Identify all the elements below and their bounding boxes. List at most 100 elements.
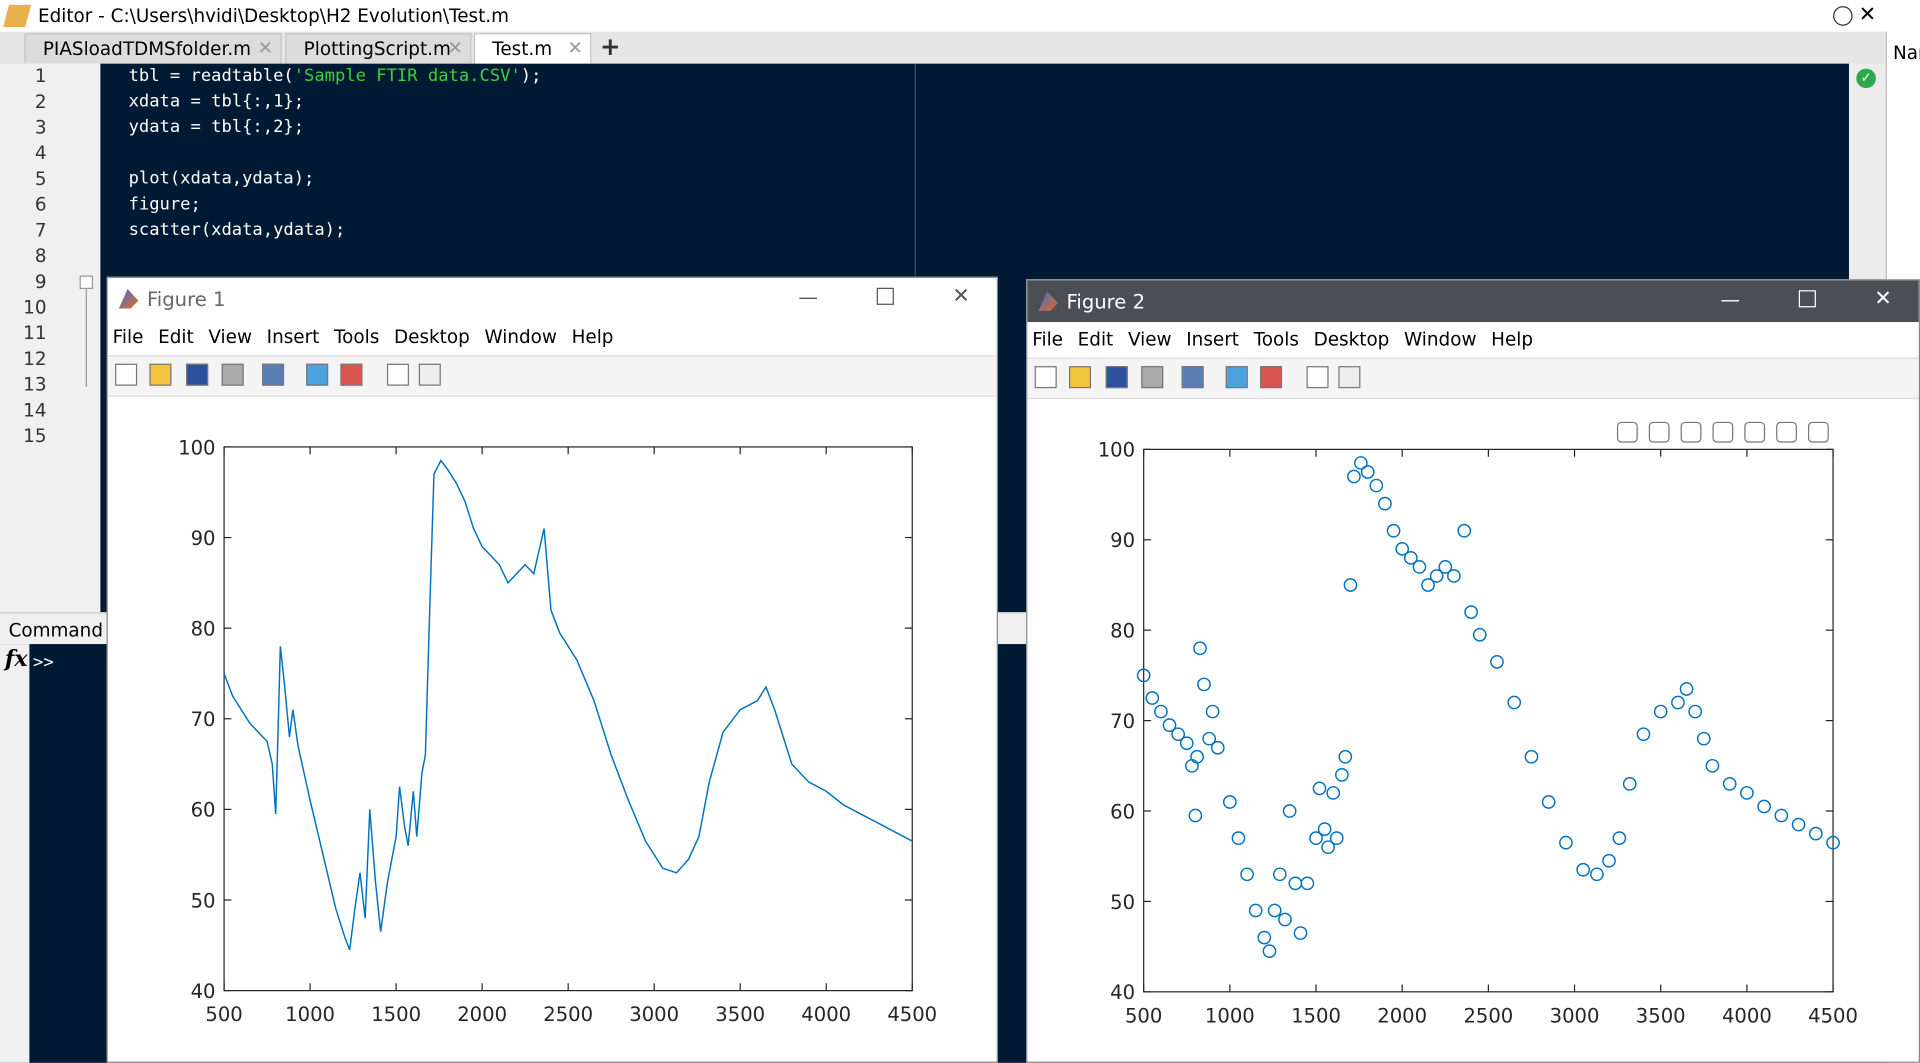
toolbar-button[interactable] (1105, 366, 1128, 389)
toolbar-button[interactable] (1141, 366, 1164, 389)
menu-item[interactable]: Help (571, 325, 614, 348)
data-point (1602, 853, 1616, 868)
data-point (1257, 930, 1272, 945)
y-tick-label: 60 (191, 799, 216, 822)
menu-item[interactable]: Insert (266, 325, 320, 348)
menu-item[interactable]: File (1032, 328, 1063, 351)
new-tab-button[interactable]: + (600, 31, 621, 62)
toolbar-button[interactable] (1306, 366, 1329, 389)
axes-toolbar-button (1744, 421, 1766, 443)
data-point (1326, 786, 1341, 800)
data-point (1722, 777, 1737, 791)
toolbar-button[interactable] (418, 363, 441, 386)
menu-item[interactable]: Window (484, 325, 557, 348)
toolbar-button[interactable] (340, 363, 363, 386)
close-button[interactable]: ✕ (952, 284, 970, 309)
command-window-tab: Command Window (0, 613, 107, 645)
toolbar-button[interactable] (1034, 366, 1057, 389)
data-point (1267, 903, 1282, 918)
line-number-gutter: 1 2 3 4 5 6 7 8 9 10 11 12 13 14 15 (0, 63, 101, 613)
data-point (1338, 749, 1353, 764)
tab[interactable]: PlottingScript.m ✕ (285, 33, 472, 64)
menu-item[interactable]: Window (1404, 328, 1477, 351)
menu-item[interactable]: Edit (158, 325, 194, 348)
toolbar-button[interactable] (386, 363, 409, 386)
toolbar-button[interactable] (1181, 366, 1204, 389)
fold-marker[interactable] (79, 275, 94, 289)
axes-box (223, 446, 913, 992)
x-tick-label: 3500 (715, 1003, 765, 1026)
menu-item[interactable]: Tools (334, 325, 380, 348)
line-number: 9 (34, 270, 47, 293)
axes-toolbar-button (1807, 421, 1829, 443)
tab-close[interactable]: ✕ (257, 36, 274, 59)
toolbar-button[interactable] (262, 363, 285, 386)
menu-item[interactable]: File (112, 325, 144, 348)
data-point (1282, 804, 1297, 818)
x-tick-label: 1000 (1205, 1004, 1255, 1027)
menu-item[interactable]: Desktop (1313, 328, 1390, 351)
data-point (1774, 808, 1789, 823)
minimize-button[interactable]: — (798, 285, 818, 309)
data-point (1272, 867, 1287, 882)
menu-item[interactable]: Desktop (393, 325, 470, 348)
menu-item[interactable]: View (208, 325, 252, 348)
workspace-column: Name (1893, 41, 1920, 64)
data-point (1309, 831, 1323, 846)
figure-title: Figure 1 (146, 287, 226, 312)
toolbar-button[interactable] (1225, 366, 1248, 389)
toolbar-button[interactable] (186, 363, 209, 386)
tab-bar: + PIASloadTDMSfolder.m ✕ PlottingScript.m ✕… (0, 31, 1886, 64)
menu-item[interactable]: Help (1491, 328, 1534, 351)
line-number: 15 (23, 424, 47, 447)
close-button[interactable]: ✕ (1874, 286, 1892, 312)
data-point (1300, 876, 1315, 891)
toolbar-button[interactable] (115, 363, 138, 386)
toolbar-button[interactable] (149, 363, 172, 386)
y-tick-label: 100 (178, 436, 215, 459)
toolbar-button[interactable] (1068, 366, 1092, 389)
menu-item[interactable]: Tools (1253, 328, 1299, 351)
maximize-button[interactable] (1798, 290, 1816, 308)
y-tick-label: 80 (191, 618, 216, 641)
toolbar-button[interactable] (1338, 366, 1361, 389)
toolbar-button[interactable] (221, 363, 244, 386)
menu-item[interactable]: View (1127, 328, 1172, 351)
menu-item[interactable]: Insert (1186, 328, 1239, 351)
line-number: 12 (23, 347, 47, 370)
data-point (1740, 786, 1754, 800)
maximize-button[interactable] (876, 287, 894, 305)
x-tick-label: 2500 (1463, 1004, 1513, 1027)
tab-close[interactable]: ✕ (567, 36, 583, 59)
data-point (1190, 749, 1204, 764)
menu-item[interactable]: Edit (1077, 328, 1114, 351)
editor-close[interactable]: ✕ (1858, 2, 1877, 27)
data-point (1688, 704, 1703, 719)
data-point (1317, 822, 1332, 836)
toolbar-button[interactable] (1260, 366, 1283, 389)
tab-label: Test.m (492, 37, 553, 61)
data-point (1369, 478, 1384, 493)
data-point (1329, 831, 1344, 846)
matlab-icon (1038, 291, 1058, 312)
minimize-button[interactable]: — (1720, 287, 1741, 312)
toolbar-button[interactable] (306, 363, 329, 386)
y-tick-label: 80 (1110, 620, 1135, 643)
tab[interactable]: Test.m ✕ (473, 33, 592, 64)
line-number: 14 (23, 399, 47, 422)
data-point (1197, 677, 1211, 692)
editor-menu-button[interactable] (1833, 6, 1853, 26)
data-point (1248, 903, 1263, 918)
tab-label: PIASloadTDMSfolder.m (42, 37, 252, 61)
tab-close[interactable]: ✕ (447, 36, 463, 59)
toolbar (1027, 357, 1919, 400)
data-point (1457, 523, 1472, 538)
tab[interactable]: PIASloadTDMSfolder.m ✕ (24, 33, 282, 64)
data-point (1312, 781, 1327, 796)
x-tick-label: 3000 (629, 1003, 679, 1026)
data-point (1576, 862, 1591, 877)
data-point (1791, 817, 1806, 832)
figure-title-bar: Figure 1 — ✕ (107, 277, 997, 320)
data-point (1188, 808, 1203, 823)
